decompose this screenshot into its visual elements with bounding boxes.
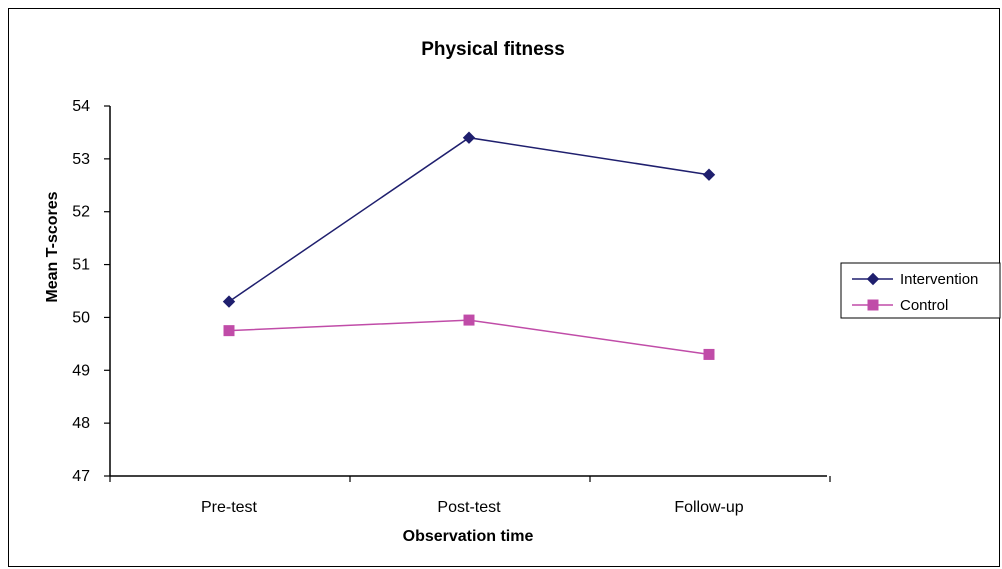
legend-label-intervention: Intervention bbox=[900, 271, 978, 288]
y-tick-label: 54 bbox=[72, 98, 90, 115]
y-tick-label: 49 bbox=[72, 362, 90, 379]
y-tick-label: 52 bbox=[72, 204, 90, 221]
x-tick-label: Post-test bbox=[437, 499, 501, 516]
y-tick-label: 48 bbox=[72, 415, 90, 432]
y-ticks: 47 48 49 50 51 52 53 54 bbox=[72, 98, 110, 485]
chart-title: Physical fitness bbox=[421, 39, 565, 60]
data-point-intervention bbox=[702, 168, 716, 181]
series-markers bbox=[222, 131, 716, 360]
legend-marker-control bbox=[867, 299, 879, 311]
y-tick-label: 47 bbox=[72, 468, 90, 485]
x-tick-label: Pre-test bbox=[201, 499, 258, 516]
legend-marker-intervention bbox=[866, 272, 880, 286]
y-tick-label: 51 bbox=[72, 257, 90, 274]
x-ticks: Pre-test Post-test Follow-up bbox=[109, 476, 831, 516]
y-tick-label: 53 bbox=[72, 151, 90, 168]
data-point-control bbox=[703, 348, 715, 360]
series-line-intervention bbox=[228, 136, 710, 303]
legend-label-control: Control bbox=[900, 297, 948, 314]
x-tick-label: Follow-up bbox=[674, 499, 743, 516]
data-point-control bbox=[463, 314, 475, 326]
data-point-control bbox=[223, 325, 235, 337]
data-point-intervention bbox=[222, 295, 236, 308]
y-tick-label: 50 bbox=[72, 309, 90, 326]
y-axis-title: Mean T-scores bbox=[44, 191, 61, 302]
data-point-intervention bbox=[462, 131, 476, 144]
chart-frame bbox=[8, 8, 1000, 567]
legend: Intervention Control bbox=[852, 271, 978, 314]
x-axis-title: Observation time bbox=[403, 528, 534, 545]
